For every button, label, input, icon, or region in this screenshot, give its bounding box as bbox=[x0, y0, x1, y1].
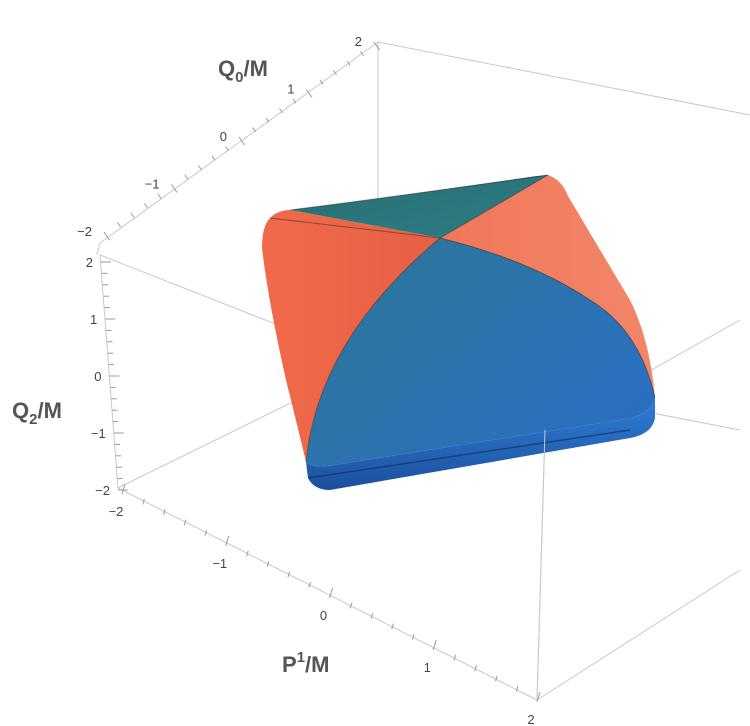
p1-axis: −2 −1 0 1 2 bbox=[109, 483, 541, 726]
p1-axis-tick bbox=[453, 654, 457, 661]
q0-axis-tick bbox=[319, 79, 324, 85]
p1-axis-tick bbox=[495, 675, 498, 682]
q0-axis-tick bbox=[103, 231, 110, 241]
q0-axis: −2 −1 0 1 2 bbox=[77, 34, 380, 241]
p1-axis-tick-label: 0 bbox=[320, 608, 327, 623]
q0-axis-tick bbox=[198, 165, 202, 171]
q0-axis-tick bbox=[373, 41, 380, 51]
p1-axis-tick-label: −2 bbox=[109, 504, 124, 519]
q0-axis-tick bbox=[252, 127, 256, 133]
q0-axis-tick bbox=[171, 184, 178, 193]
p1-axis-tick bbox=[432, 639, 437, 651]
q2-axis: −2 −1 0 1 2 bbox=[86, 255, 128, 498]
q0-axis-title: Q0/M bbox=[218, 56, 268, 86]
q0-axis-tick bbox=[184, 174, 189, 180]
p1-axis-tick bbox=[225, 535, 230, 547]
q0-axis-tick bbox=[238, 136, 245, 146]
q0-axis-tick bbox=[265, 117, 270, 123]
q2-axis-tick-label: −2 bbox=[95, 483, 110, 498]
q2-axis-title: Q2/M bbox=[12, 398, 62, 428]
p1-axis-tick bbox=[163, 509, 166, 515]
q0-axis-tick bbox=[157, 193, 162, 199]
q0-axis-tick-label: 1 bbox=[287, 82, 294, 97]
p1-axis-tick bbox=[142, 498, 145, 505]
p1-axis-tick bbox=[412, 633, 415, 640]
p1-axis-tick bbox=[474, 665, 477, 671]
p1-axis-tick bbox=[204, 529, 208, 536]
p1-axis-tick bbox=[121, 483, 126, 495]
q0-axis-tick bbox=[211, 155, 216, 161]
p1-axis-tick-label: −1 bbox=[212, 556, 227, 571]
p1-axis-tick bbox=[183, 519, 187, 526]
bounding-box-front bbox=[536, 429, 546, 701]
p1-axis-tick bbox=[370, 613, 374, 619]
p1-axis-tick-label: 1 bbox=[424, 660, 431, 675]
p1-axis-tick bbox=[246, 550, 249, 557]
q2-axis-tick-label: 2 bbox=[86, 255, 93, 270]
p1-axis-tick bbox=[329, 587, 333, 599]
surface-face-orange-right bbox=[440, 175, 655, 398]
q2-axis-tick-label: 1 bbox=[90, 312, 97, 327]
p1-axis-tick bbox=[391, 623, 394, 630]
p1-axis-tick bbox=[536, 691, 541, 703]
q0-axis-tick-label: −2 bbox=[77, 224, 92, 239]
p1-axis-tick-label: 2 bbox=[527, 712, 534, 726]
q0-axis-tick bbox=[346, 60, 351, 66]
q0-axis-tick bbox=[292, 98, 297, 104]
p1-axis-tick bbox=[349, 602, 353, 609]
q0-axis-tick-label: −1 bbox=[145, 177, 160, 192]
q0-axis-tick-label: 0 bbox=[220, 129, 227, 144]
q0-axis-tick bbox=[306, 89, 313, 98]
q0-axis-tick bbox=[333, 70, 337, 76]
q2-axis-tick-label: −1 bbox=[91, 426, 106, 441]
p1-axis-tick bbox=[515, 685, 519, 692]
p1-axis-tick bbox=[308, 581, 311, 588]
q2-axis-tick-label: 0 bbox=[94, 369, 101, 384]
surface-face-teal bbox=[290, 175, 548, 238]
q0-axis-tick bbox=[279, 108, 283, 114]
p1-axis-tick bbox=[266, 561, 270, 567]
q0-axis-tick bbox=[117, 222, 121, 228]
q0-axis-tick bbox=[130, 212, 135, 218]
q0-axis-tick bbox=[144, 203, 148, 209]
q0-axis-tick bbox=[225, 146, 229, 152]
surface-side bbox=[306, 398, 655, 490]
p1-axis-title: P1/M bbox=[282, 649, 329, 677]
p1-axis-tick bbox=[287, 571, 291, 578]
q0-axis-tick-label: 2 bbox=[355, 34, 362, 49]
surface bbox=[262, 174, 656, 490]
q0-axis-tick bbox=[360, 51, 364, 57]
